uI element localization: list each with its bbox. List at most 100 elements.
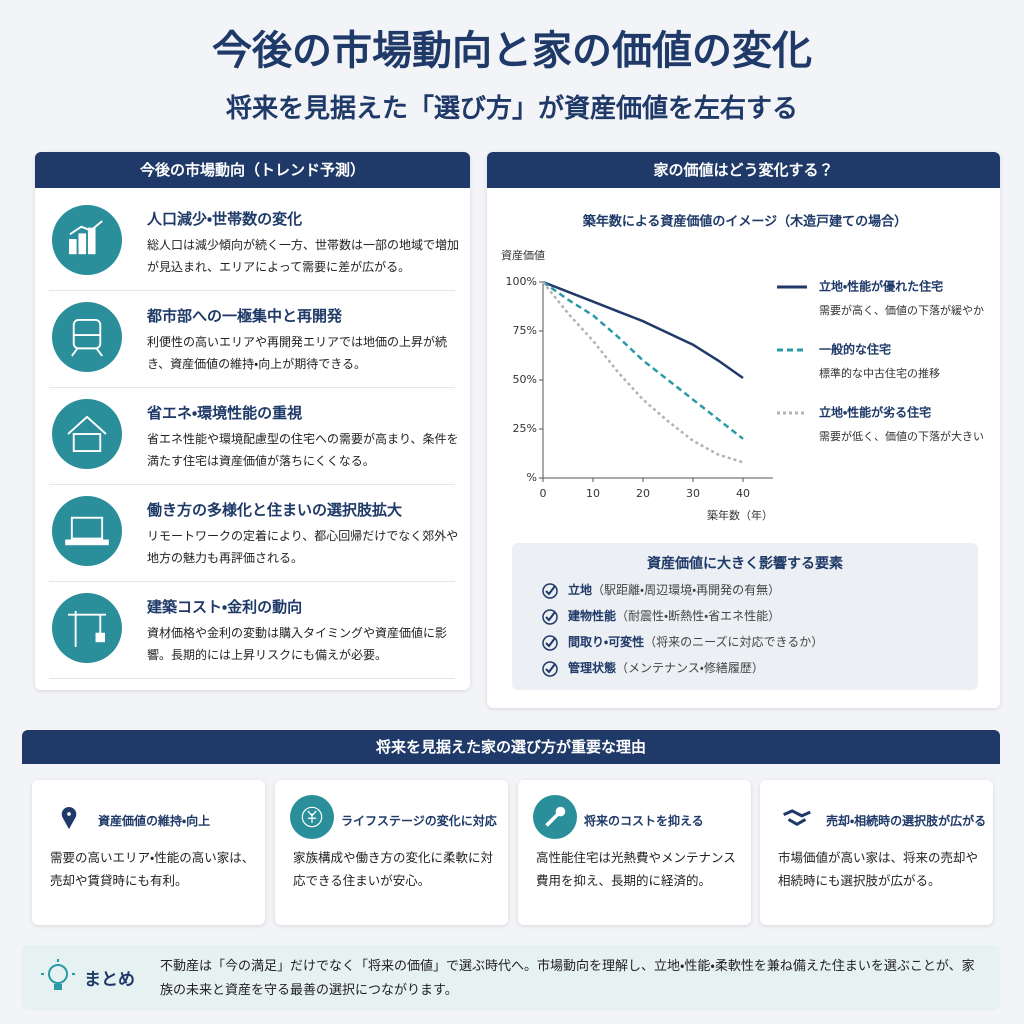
icon-shape bbox=[301, 806, 323, 828]
icon-bg bbox=[52, 496, 122, 566]
icon-bg bbox=[52, 302, 122, 372]
y-tick-label: 75% bbox=[513, 324, 537, 337]
trend-title: 働き方の多様化と住まいの選択肢拡大 bbox=[147, 501, 403, 519]
icon bbox=[290, 795, 334, 839]
icon-shape bbox=[69, 220, 103, 236]
icon-glyph bbox=[61, 807, 77, 830]
check-mark bbox=[545, 584, 556, 596]
check-circle bbox=[542, 608, 558, 625]
legend-label: 立地・性能が劣る住宅 bbox=[819, 405, 931, 420]
factor-item: 管理状態（メンテナンス・修繕履歴） bbox=[542, 659, 764, 677]
check-icon bbox=[542, 660, 558, 677]
icon-shape bbox=[555, 806, 566, 817]
icon-bg bbox=[52, 205, 122, 275]
reason-card: ライフステージの変化に対応 家族構成や働き方の変化に柔軟に対応できる住まいが安心。 bbox=[275, 780, 508, 925]
icon-glyph bbox=[545, 806, 566, 827]
chart-title: 築年数による資産価値のイメージ（木造戸建ての場合） bbox=[582, 214, 907, 230]
icon bbox=[52, 593, 122, 663]
icon bbox=[52, 205, 122, 275]
check-mark bbox=[545, 636, 556, 648]
icon-bg bbox=[52, 593, 122, 663]
trend-title: 人口減少・世帯数の変化 bbox=[147, 210, 303, 228]
title: 今後の市場動向と家の価値の変化 bbox=[212, 27, 812, 74]
reason-title: 将来のコストを抑える bbox=[584, 814, 704, 828]
trend-item: 省エネ・環境性能の重視 省エネ性能や環境配慮型の住宅への需要が高まり、条件を満たす… bbox=[49, 388, 459, 485]
reason-text: 市場価値が高い家は、将来の売却や相続時にも選択肢が広がる。 bbox=[778, 850, 979, 888]
trend-text: 利便性の高いエリアや再開発エリアでは地価の上昇が続き、資産価値の維持・向上が期待… bbox=[147, 335, 448, 371]
check-circle bbox=[542, 660, 558, 677]
check-icon bbox=[542, 634, 558, 651]
factor-detail: （耐震性・断熱性・省エネ性能） bbox=[616, 609, 781, 623]
factor-detail: （メンテナンス・修繕履歴） bbox=[616, 661, 764, 675]
trend-item: 働き方の多様化と住まいの選択肢拡大 リモートワークの定着により、都心回帰だけでなく… bbox=[49, 485, 458, 582]
series-line bbox=[542, 280, 744, 380]
x-tick-label: 0 bbox=[540, 487, 547, 500]
icon bbox=[533, 795, 577, 839]
icon-glyph bbox=[301, 806, 323, 828]
icon bbox=[52, 496, 122, 566]
y-axis-label: 資産価値 bbox=[501, 248, 545, 262]
reason-card: 資産価値の維持・向上 需要の高いエリア・性能の高い家は、売却や賃貸時にも有利。 bbox=[32, 780, 265, 925]
factor-item: 建物性能（耐震性・断熱性・省エネ性能） bbox=[542, 607, 780, 625]
trend-item: 都市部への一極集中と再開発利便性の高いエリアや再開発エリアでは地価の上昇が続き、… bbox=[49, 291, 455, 388]
check-icon bbox=[542, 608, 558, 625]
trend-text: 省エネ性能や環境配慮型の住宅への需要が高まり、条件を満たす住宅は資産価値が落ちに… bbox=[147, 432, 459, 468]
factors-heading: 資産価値に大きく影響する要素 bbox=[647, 556, 843, 572]
check-circle bbox=[542, 634, 558, 651]
icon-shape bbox=[65, 810, 73, 817]
icon-shape bbox=[95, 347, 103, 357]
icon-shape bbox=[787, 818, 807, 827]
factor-label: 間取り・可変性 bbox=[568, 635, 645, 649]
icon-shape bbox=[72, 433, 102, 453]
icon-bg bbox=[775, 795, 819, 839]
check-mark bbox=[545, 662, 556, 674]
icon-shape bbox=[545, 812, 560, 827]
icon-shape bbox=[71, 347, 79, 357]
reason-card: 売却・相続時の選択肢が広がる市場価値が高い家は、将来の売却や相続時にも選択肢が広… bbox=[760, 780, 993, 925]
reason-title: 売却・相続時の選択肢が広がる bbox=[826, 814, 987, 828]
trend-title: 建築コスト・金利の動向 bbox=[147, 598, 303, 616]
icon-glyph bbox=[71, 318, 103, 357]
icon-shape bbox=[95, 632, 106, 643]
series-line bbox=[542, 280, 744, 440]
icon-shape bbox=[307, 810, 317, 817]
icon bbox=[52, 302, 122, 372]
trend-item: 人口減少・世帯数の変化 総人口は減少傾向が続く一方、世帯数は一部の地域で増加が見込… bbox=[49, 194, 459, 291]
trends-panel: 今後の市場動向（トレンド予測） 人口減少・世帯数の変化 総人口は減少傾向が続く一方… bbox=[35, 152, 470, 690]
trend-text: 資材価格や金利の変動は購入タイミングや資産価値に影響。長期的には上昇リスクにも備… bbox=[147, 626, 448, 662]
x-tick-label: 30 bbox=[686, 487, 700, 500]
reason-title: 資産価値の維持・向上 bbox=[98, 814, 211, 828]
icon-shape bbox=[72, 318, 102, 350]
legend-description: 需要が低く、価値の下落が大きい bbox=[819, 429, 984, 443]
icon-glyph bbox=[65, 516, 109, 546]
trend-item: 建築コスト・金利の動向資材価格や金利の変動は購入タイミングや資産価値に影響。長期… bbox=[49, 582, 455, 679]
check-mark bbox=[545, 610, 556, 622]
factor-label: 立地 bbox=[568, 583, 593, 597]
legend-label: 立地・性能が優れた住宅 bbox=[819, 279, 943, 294]
y-tick-label: 100% bbox=[506, 275, 537, 288]
x-tick-label: 10 bbox=[586, 487, 600, 500]
value-panel: 家の価値はどう変化する？ 築年数による資産価値のイメージ（木造戸建ての場合） 資産… bbox=[487, 152, 1000, 708]
check-icon bbox=[542, 582, 558, 599]
icon-shape bbox=[70, 516, 104, 540]
factor-label: 建物性能 bbox=[568, 609, 617, 623]
factor-detail: （駅距離・周辺環境・再開発の有無） bbox=[592, 583, 781, 597]
icon-shape bbox=[61, 807, 77, 830]
icon-shape bbox=[87, 227, 96, 255]
factors-box: 資産価値に大きく影響する要素 立地（駅距離・周辺環境・再開発の有無） 建物性能（耐… bbox=[512, 543, 978, 690]
icon-shape bbox=[65, 539, 109, 546]
icon-shape bbox=[78, 233, 87, 255]
trend-title: 都市部への一極集中と再開発 bbox=[147, 307, 343, 325]
icon bbox=[775, 795, 819, 839]
legend-description: 需要が高く、価値の下落が緩やか bbox=[819, 303, 984, 317]
check-circle bbox=[542, 582, 558, 599]
summary-label: まとめ bbox=[84, 970, 135, 990]
factor-label: 管理状態 bbox=[568, 661, 617, 675]
panel-heading: 今後の市場動向（トレンド予測） bbox=[35, 152, 470, 188]
series-line bbox=[542, 281, 744, 464]
x-tick-label: 40 bbox=[736, 487, 750, 500]
reason-text: 家族構成や働き方の変化に柔軟に対応できる住まいが安心。 bbox=[293, 850, 494, 888]
y-tick-label: 50% bbox=[513, 373, 537, 386]
